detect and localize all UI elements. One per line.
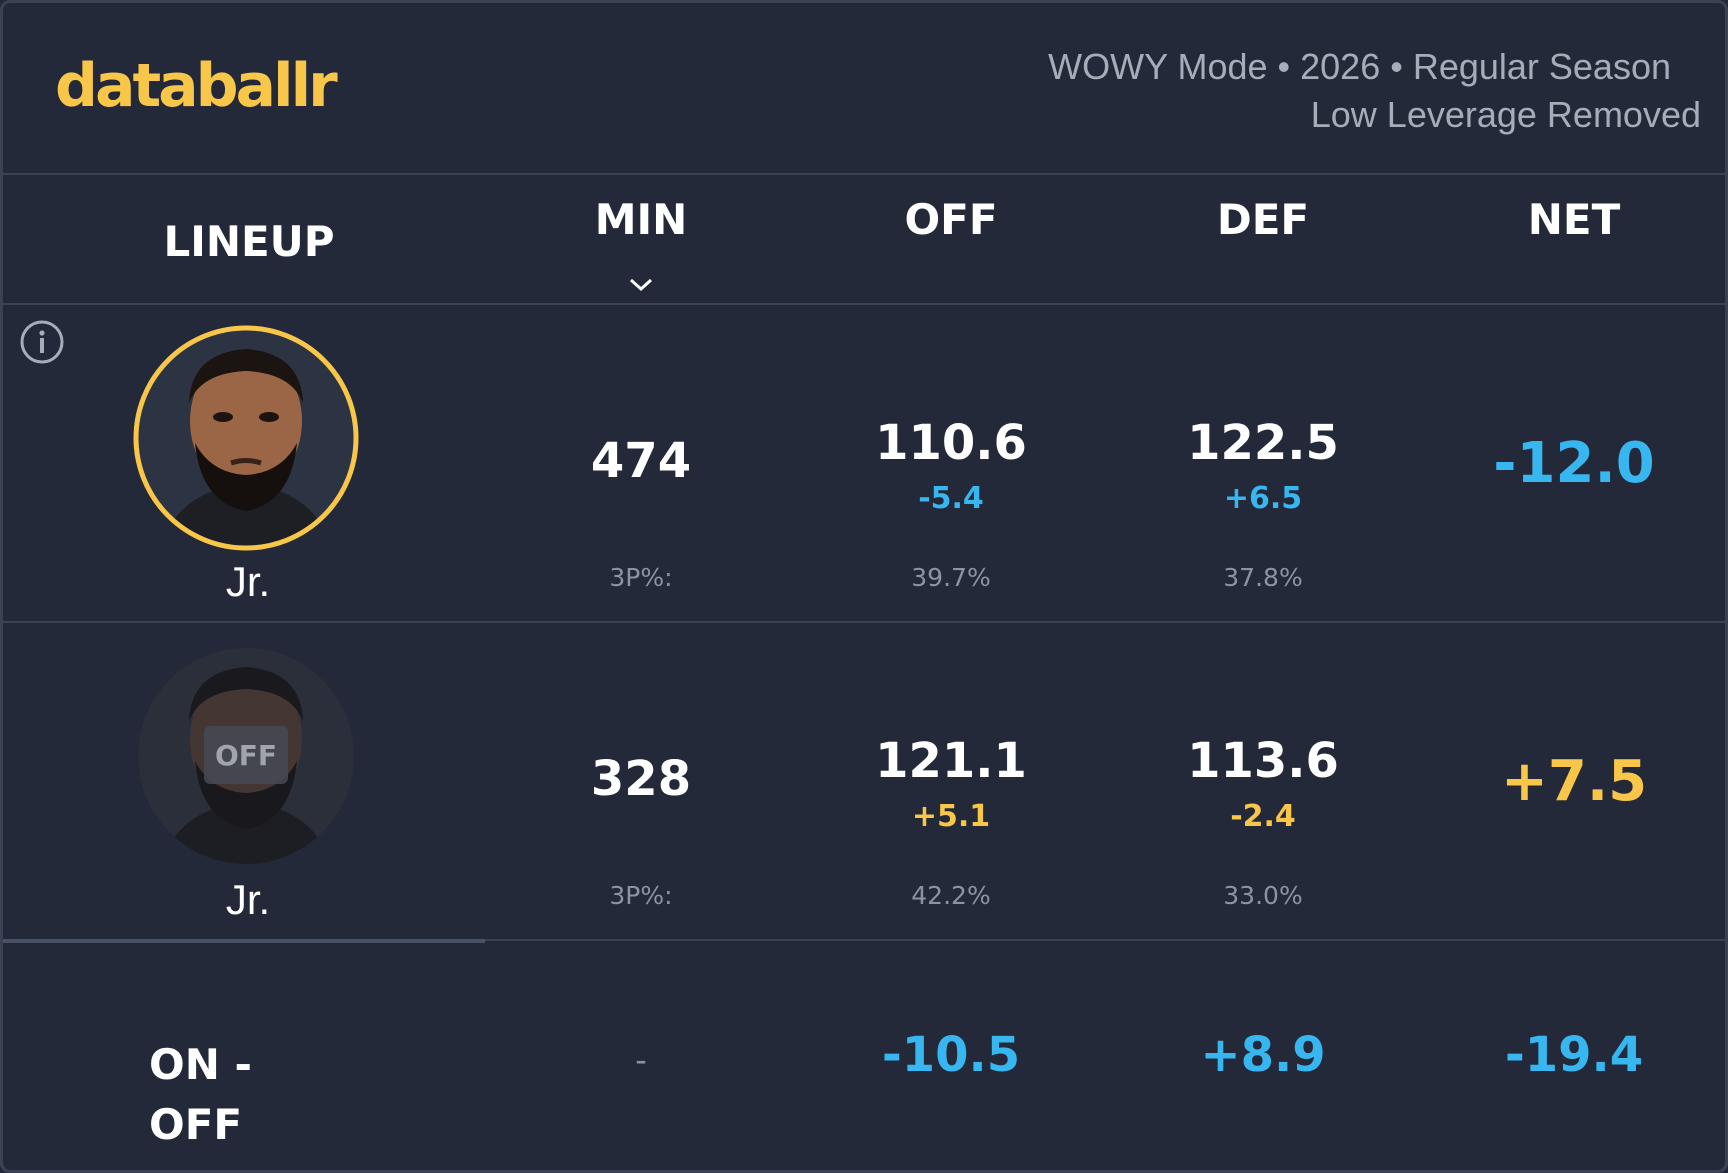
player-name[interactable]: Jr.: [225, 876, 271, 923]
filter-summary: WOWY Mode • 2026 • Regular Season Low Le…: [1048, 43, 1701, 139]
off-rating: 110.6: [875, 415, 1027, 471]
mode-season-label: WOWY Mode • 2026 • Regular Season: [1048, 46, 1671, 87]
summary-net: -19.4: [1504, 1027, 1644, 1083]
card-header: databallr WOWY Mode • 2026 • Regular Sea…: [3, 3, 1725, 175]
threep-label: 3P%:: [609, 881, 673, 910]
net-rating: +7.5: [1500, 749, 1648, 814]
player-headshot-icon: [133, 325, 359, 551]
def-threep: 37.8%: [1223, 563, 1303, 592]
player-avatar-on[interactable]: [131, 323, 361, 553]
def-delta: -2.4: [1230, 799, 1296, 834]
summary-def: +8.9: [1200, 1027, 1326, 1083]
column-header-lineup: LINEUP: [163, 217, 335, 266]
off-threep: 42.2%: [911, 881, 991, 910]
divider: [3, 303, 1725, 305]
def-delta: +6.5: [1223, 481, 1303, 516]
databallr-logo[interactable]: databallr: [55, 51, 338, 121]
on-off-label: ON - OFF: [149, 1040, 252, 1149]
info-icon[interactable]: [19, 319, 65, 365]
off-delta: +5.1: [911, 799, 991, 834]
def-rating: 122.5: [1187, 415, 1339, 471]
column-header-min[interactable]: MIN: [491, 175, 791, 305]
summary-off: -10.5: [881, 1027, 1021, 1083]
def-rating: 113.6: [1187, 733, 1339, 789]
chevron-down-icon[interactable]: [491, 255, 791, 304]
scroll-indicator: [3, 939, 485, 943]
off-delta: -5.4: [918, 481, 984, 516]
off-threep: 39.7%: [911, 563, 991, 592]
net-rating: -12.0: [1493, 431, 1655, 496]
summary-min: -: [635, 1041, 647, 1079]
column-header-off[interactable]: OFF: [904, 195, 998, 244]
column-header-def[interactable]: DEF: [1216, 195, 1310, 244]
column-header-net[interactable]: NET: [1527, 195, 1621, 244]
divider: [3, 621, 1725, 623]
off-badge: OFF: [204, 726, 288, 784]
min-value: 328: [590, 751, 692, 807]
off-rating: 121.1: [875, 733, 1027, 789]
leverage-label: Low Leverage Removed: [1310, 94, 1701, 135]
min-value: 474: [590, 433, 692, 489]
def-threep: 33.0%: [1223, 881, 1303, 910]
threep-label: 3P%:: [609, 563, 673, 592]
divider: [3, 939, 1725, 941]
divider: [3, 173, 1725, 175]
player-name[interactable]: Jr.: [225, 558, 271, 605]
